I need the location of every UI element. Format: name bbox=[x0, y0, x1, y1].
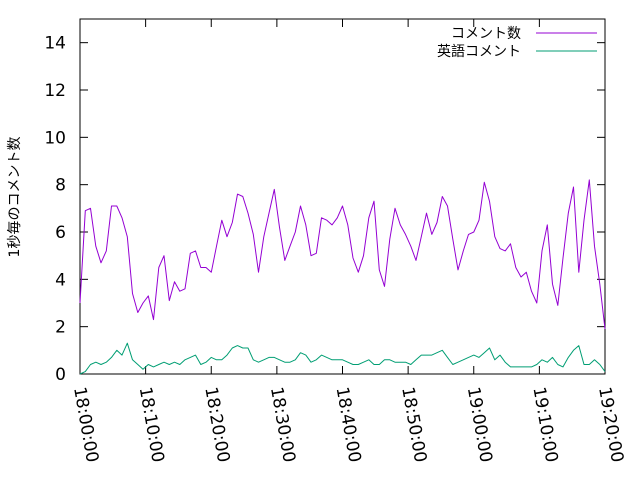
legend-label: コメント数 bbox=[451, 26, 521, 42]
y-tick-label: 14 bbox=[44, 34, 66, 54]
x-tick-label: 18:00:00 bbox=[69, 385, 102, 464]
plot-border bbox=[79, 18, 606, 375]
x-axis-ticks: 18:00:00 18:10:00 18:20:00 18:30:00 18:40:00… bbox=[69, 19, 627, 464]
y-tick-label: 8 bbox=[55, 176, 66, 196]
x-tick-label: 18:20:00 bbox=[200, 385, 233, 464]
x-tick-label: 18:40:00 bbox=[332, 385, 365, 464]
legend-label: 英語コメント bbox=[437, 43, 521, 60]
x-tick-label: 19:00:00 bbox=[463, 385, 496, 464]
series-line-0 bbox=[79, 179, 606, 330]
y-tick-label: 4 bbox=[55, 270, 66, 290]
x-tick-label: 18:30:00 bbox=[266, 385, 299, 464]
y-axis-title: 1秒毎のコメント数 bbox=[7, 137, 23, 258]
y-tick-label: 10 bbox=[44, 128, 66, 148]
x-tick-label: 19:20:00 bbox=[594, 385, 627, 464]
y-tick-label: 0 bbox=[55, 365, 66, 385]
series-lines bbox=[79, 179, 606, 375]
x-tick-label: 18:50:00 bbox=[397, 385, 430, 464]
plot-frame bbox=[79, 18, 606, 375]
y-tick-label: 12 bbox=[44, 81, 66, 101]
y-tick-label: 6 bbox=[55, 223, 66, 243]
series-line-1 bbox=[79, 342, 606, 375]
y-tick-label: 2 bbox=[55, 318, 66, 338]
x-tick-label: 18:10:00 bbox=[135, 385, 168, 464]
y-axis-ticks: 0 2 4 6 8 10 12 14 bbox=[44, 34, 605, 385]
x-tick-label: 19:10:00 bbox=[528, 385, 561, 464]
